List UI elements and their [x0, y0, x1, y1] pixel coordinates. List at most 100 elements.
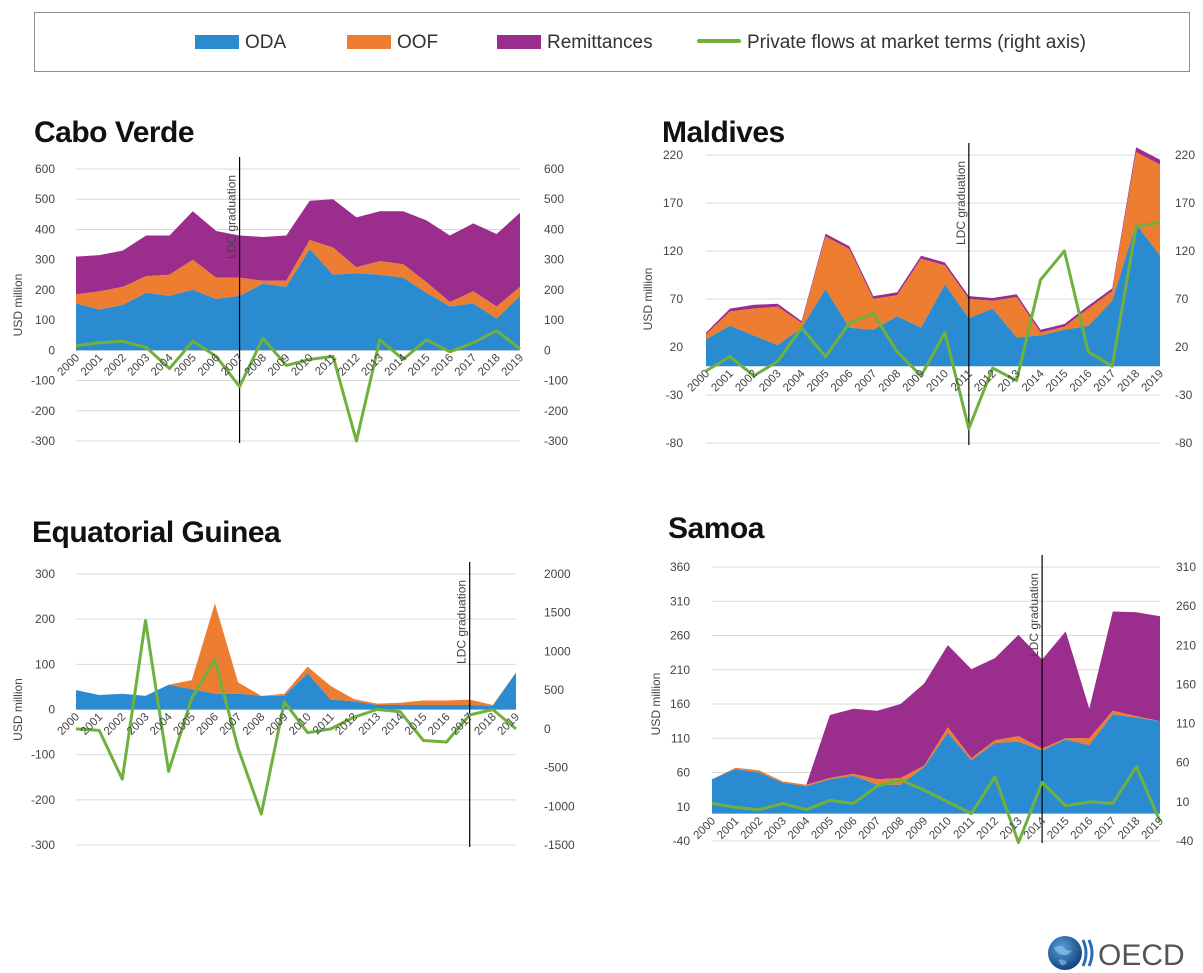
y-tick-label: 120 — [663, 244, 683, 258]
legend-label-oda: ODA — [245, 32, 287, 53]
x-tick-label: 2003 — [126, 352, 153, 379]
x-tick-label: 2017 — [453, 352, 480, 379]
y-tick-label: 170 — [663, 196, 683, 210]
y-tick-label: -200 — [31, 404, 55, 418]
x-tick-label: 2015 — [1044, 368, 1071, 395]
y2-tick-label: 100 — [544, 313, 564, 327]
logo-text: OECD — [1098, 939, 1185, 972]
y2-tick-label: -1500 — [544, 838, 575, 852]
chart-samoa: -40 10 60 110 160 210 260 310 360 -40 10 60 110 160 21… — [649, 555, 1196, 848]
x-tick-label: 2015 — [406, 352, 433, 379]
y2-tick-label: -1000 — [544, 799, 575, 813]
y2-tick-label: 210 — [1176, 638, 1196, 652]
line-private-flows — [75, 619, 517, 816]
y-tick-label: -300 — [31, 434, 55, 448]
y-tick-label: 10 — [677, 800, 691, 814]
legend-swatch-oda — [195, 35, 239, 49]
x-tick-label: 2001 — [715, 815, 742, 842]
x-tick-label: 2012 — [972, 368, 999, 395]
chart-legend: ODA OOF Remittances Private flows at mar… — [34, 12, 1190, 72]
area-oof — [706, 152, 1160, 346]
y-tick-label: 300 — [35, 253, 55, 267]
x-tick-label: 2008 — [880, 815, 907, 842]
y2-tick-label: 0 — [544, 343, 551, 357]
x-tick-label: 2005 — [172, 352, 199, 379]
y-tick-label: -200 — [31, 793, 55, 807]
y2-tick-label: 600 — [544, 162, 564, 176]
area-oda — [76, 672, 516, 710]
y2-tick-label: -100 — [544, 374, 568, 388]
x-tick-label: 2015 — [1045, 815, 1072, 842]
area-oda — [706, 224, 1160, 367]
legend-item-remittances[interactable]: Remittances — [497, 31, 653, 55]
x-tick-label: 2005 — [171, 711, 198, 738]
x-tick-label: 2005 — [805, 368, 832, 395]
x-tick-label: 2006 — [196, 352, 223, 379]
x-tick-label: 2003 — [125, 711, 152, 738]
legend-item-private-flows[interactable]: Private flows at market terms (right axi… — [697, 31, 1086, 55]
x-tick-label: 2002 — [102, 352, 129, 379]
y2-tick-label: 70 — [1175, 292, 1189, 306]
chart-maldives: -80 -30 20 70 120 170 220 -80 -30 20 70 120 170 220 LD… — [641, 143, 1195, 450]
y2-tick-label: 500 — [544, 683, 564, 697]
x-tick-label: 2019 — [1140, 368, 1167, 395]
y-tick-label: -300 — [31, 838, 55, 852]
x-tick-label: 2002 — [102, 711, 129, 738]
y-tick-label: 310 — [670, 594, 690, 608]
line-private-flows — [711, 765, 1162, 845]
y2-tick-label: 1500 — [544, 606, 571, 620]
x-tick-label: 2006 — [829, 368, 856, 395]
legend-item-oda[interactable]: ODA — [195, 31, 286, 55]
ldc-graduation-label: LDC graduation — [1027, 573, 1041, 657]
x-tick-label: 2000 — [56, 711, 83, 738]
y2-tick-label: 220 — [1175, 148, 1195, 162]
x-tick-label: 2014 — [1022, 815, 1049, 842]
area-oda — [76, 249, 520, 351]
legend-label-private-flows: Private flows at market terms (right axi… — [747, 32, 1086, 53]
y-tick-label: 160 — [670, 697, 690, 711]
x-tick-label: 2012 — [974, 815, 1001, 842]
y2-tick-label: -30 — [1175, 388, 1193, 402]
y2-tick-label: 200 — [544, 283, 564, 297]
y-tick-label: 400 — [35, 222, 55, 236]
x-tick-label: 2016 — [1069, 815, 1096, 842]
ldc-graduation-label: LDC graduation — [954, 161, 968, 245]
y-tick-label: 200 — [35, 612, 55, 626]
y2-tick-label: 170 — [1175, 196, 1195, 210]
area-remittances — [712, 611, 1160, 785]
x-tick-label: 2002 — [733, 368, 760, 395]
x-tick-label: 2001 — [79, 352, 106, 379]
x-tick-label: 2000 — [56, 352, 83, 379]
y-tick-label: 210 — [670, 663, 690, 677]
legend-item-oof[interactable]: OOF — [347, 31, 438, 55]
y2-tick-label: 60 — [1176, 756, 1190, 770]
y2-tick-label: 0 — [544, 722, 551, 736]
x-tick-label: 2009 — [904, 815, 931, 842]
x-tick-label: 2016 — [1068, 368, 1095, 395]
y-axis-label: USD million — [649, 673, 663, 736]
legend-swatch-private-flows — [697, 39, 741, 43]
y2-tick-label: -200 — [544, 404, 568, 418]
y-axis-label: USD million — [11, 678, 25, 741]
chart-title-equatorial-guinea: Equatorial Guinea — [32, 516, 281, 549]
oecd-logo: OECD — [1048, 936, 1185, 972]
x-tick-label: 2000 — [692, 815, 719, 842]
y2-tick-label: -300 — [544, 434, 568, 448]
area-remittances — [76, 199, 520, 307]
legend-swatch-oof — [347, 35, 391, 49]
x-tick-label: 2003 — [762, 815, 789, 842]
x-tick-label: 2007 — [853, 368, 880, 395]
y-tick-label: -100 — [31, 374, 55, 388]
x-tick-label: 2007 — [218, 711, 245, 738]
y2-tick-label: 260 — [1176, 599, 1196, 613]
legend-label-oof: OOF — [397, 32, 439, 53]
x-tick-label: 2011 — [949, 368, 975, 394]
y-axis-label: USD million — [11, 274, 25, 337]
x-tick-label: 2016 — [426, 711, 453, 738]
x-tick-label: 2002 — [739, 815, 766, 842]
x-tick-label: 2012 — [336, 352, 363, 379]
ldc-graduation-label: LDC graduation — [225, 175, 239, 259]
y2-tick-label: 10 — [1176, 795, 1190, 809]
chart-cabo-verde: -300 -200 -100 0 100 200 300 400 500 600 -300 -200 -… — [11, 157, 568, 448]
ldc-graduation-label: LDC graduation — [455, 580, 469, 664]
